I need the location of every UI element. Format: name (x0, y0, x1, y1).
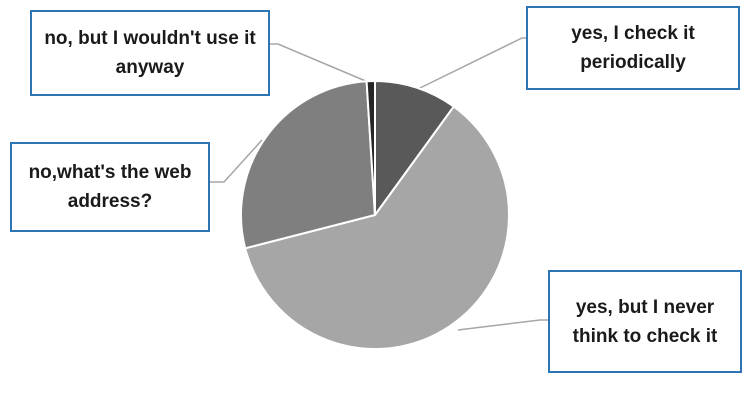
leader-line-no-wouldnt-use (270, 43, 369, 83)
data-label-no-web-address: no,what's the web address? (10, 142, 210, 232)
leader-lines (210, 37, 548, 331)
pie-slices (240, 79, 510, 350)
pie-slice-yes-check-periodically (374, 79, 456, 219)
data-label-text: no, but I wouldn't use it anyway (44, 28, 256, 78)
data-label-text: no,what's the web address? (28, 162, 192, 212)
data-label-text: yes, but I never think to check it (572, 296, 718, 347)
leader-line-no-web-address (210, 139, 263, 183)
data-label-no-wouldnt-use: no, but I wouldn't use it anyway (30, 10, 270, 96)
leader-line-yes-never-check (457, 319, 548, 331)
leader-line-yes-check-periodically (419, 37, 526, 89)
pie-slice-yes-never-check (243, 105, 510, 350)
data-label-yes-never-check: yes, but I never think to check it (548, 270, 742, 373)
data-label-text: yes, I check it periodically (571, 23, 695, 73)
data-label-yes-check-periodically: yes, I check it periodically (526, 6, 740, 90)
pie-slice-no-wouldnt-use (365, 79, 376, 216)
pie-slice-no-web-address (240, 80, 377, 250)
